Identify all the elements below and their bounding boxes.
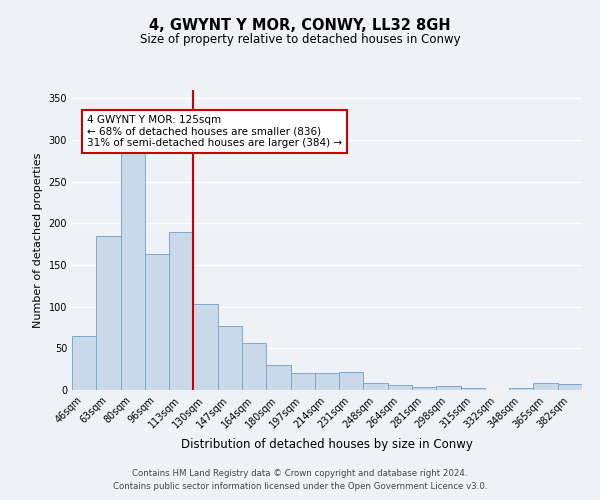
Bar (169, 232, 193, 390)
Bar (461, 388, 485, 390)
Text: 4 GWYNT Y MOR: 125sqm
← 68% of detached houses are smaller (836)
31% of semi-det: 4 GWYNT Y MOR: 125sqm ← 68% of detached … (87, 115, 342, 148)
Bar (533, 384, 558, 390)
Bar (218, 326, 242, 390)
Bar (266, 365, 290, 390)
Bar (509, 388, 533, 390)
Bar (290, 372, 315, 390)
Bar (193, 304, 218, 390)
Y-axis label: Number of detached properties: Number of detached properties (33, 152, 43, 328)
Bar (388, 385, 412, 390)
Bar (96, 236, 121, 390)
Bar (558, 384, 582, 390)
Text: Contains public sector information licensed under the Open Government Licence v3: Contains public sector information licen… (113, 482, 487, 491)
Bar (121, 146, 145, 390)
Bar (339, 372, 364, 390)
Bar (315, 372, 339, 390)
Bar (412, 386, 436, 390)
Text: Contains HM Land Registry data © Crown copyright and database right 2024.: Contains HM Land Registry data © Crown c… (132, 468, 468, 477)
Text: Size of property relative to detached houses in Conwy: Size of property relative to detached ho… (140, 32, 460, 46)
Bar (145, 254, 169, 390)
X-axis label: Distribution of detached houses by size in Conwy: Distribution of detached houses by size … (181, 438, 473, 451)
Bar (72, 336, 96, 390)
Bar (242, 342, 266, 390)
Bar (436, 386, 461, 390)
Bar (364, 382, 388, 390)
Text: 4, GWYNT Y MOR, CONWY, LL32 8GH: 4, GWYNT Y MOR, CONWY, LL32 8GH (149, 18, 451, 32)
